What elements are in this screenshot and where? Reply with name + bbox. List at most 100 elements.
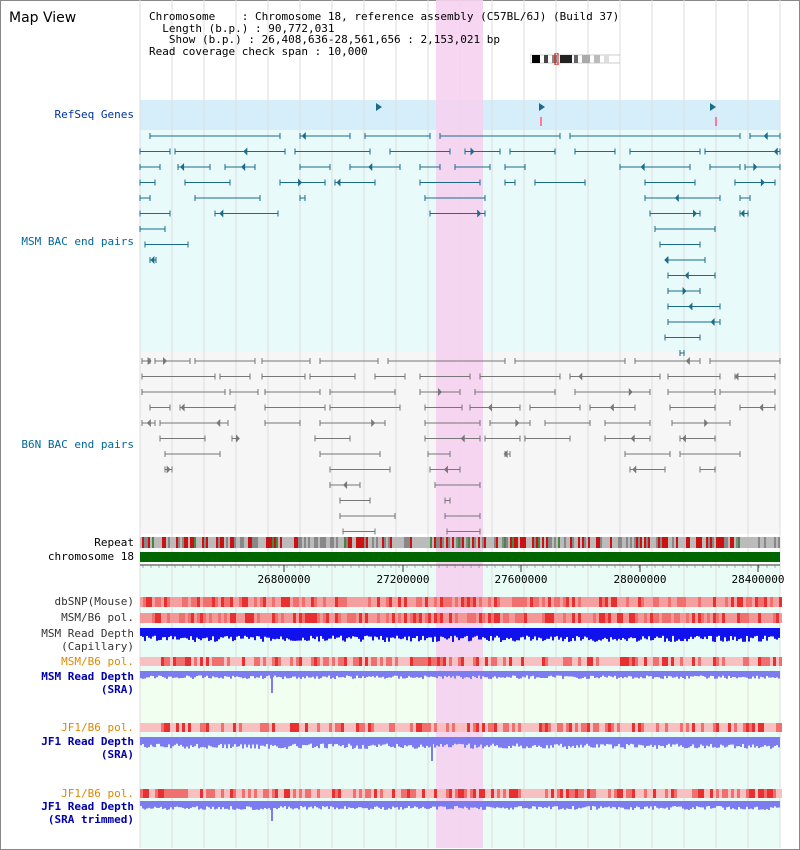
msm-capillary-depth — [596, 628, 598, 642]
jf1-sra-depth — [214, 737, 216, 748]
jf1-trimmed-depth — [582, 801, 584, 808]
jf1-pol-bar — [389, 723, 392, 732]
dbsnp-bar — [545, 597, 548, 607]
msm-pol-bar — [140, 613, 143, 623]
jf1-pol-trimmed-label[interactable]: JF1/B6 pol. — [61, 787, 134, 800]
dbsnp-bar — [323, 597, 326, 607]
jf1-pol-bar — [596, 723, 599, 732]
highlight-region — [436, 0, 483, 848]
msm-read-depth-sra-label[interactable]: MSM Read Depth — [41, 670, 134, 683]
msm-pol-sra-label[interactable]: MSM/B6 pol. — [61, 655, 134, 668]
jf1-pol-trimmed-bar — [167, 789, 170, 798]
jf1-pol-label[interactable]: JF1/B6 pol. — [61, 721, 134, 734]
msm-pol-bar — [722, 613, 725, 623]
chromosome-track-label[interactable]: chromosome 18 — [47, 550, 134, 563]
msm-pol-bar — [176, 613, 179, 623]
jf1-sra-depth — [622, 737, 624, 748]
jf1-sra-depth — [154, 737, 156, 748]
jf1-sra-depth — [514, 737, 516, 747]
dbsnp-bar — [713, 597, 716, 607]
jf1-pol-trimmed-bar — [512, 789, 515, 798]
repeat-segment — [418, 537, 420, 548]
msm-capillary-depth — [488, 628, 490, 641]
jf1-sra-depth — [376, 737, 378, 748]
msm-sra-depth — [766, 671, 768, 677]
jf1-pol-bar — [464, 723, 467, 732]
jf1-read-depth-trimmed-label[interactable]: JF1 Read Depth — [41, 800, 134, 813]
jf1-pol-trimmed-bar — [614, 789, 617, 798]
msm-capillary-depth — [484, 628, 486, 639]
jf1-sra-depth — [174, 737, 176, 745]
jf1-pol-trimmed-bar — [182, 789, 185, 798]
jf1-trimmed-depth — [274, 801, 276, 808]
b6n-bac-label[interactable]: B6N BAC end pairs — [21, 438, 134, 451]
jf1-trimmed-depth — [480, 801, 482, 808]
msm-pol-sra-bar — [587, 657, 590, 666]
jf1-trimmed-depth — [154, 801, 156, 807]
dbsnp-label[interactable]: dbSNP(Mouse) — [54, 595, 134, 608]
msm-sra-depth — [738, 671, 740, 678]
msm-sra-depth — [554, 671, 556, 678]
jf1-pol-trimmed-bar — [647, 789, 650, 798]
repeat-segment — [408, 537, 410, 548]
jf1-trimmed-depth — [336, 801, 338, 808]
msm-pol-bar — [764, 613, 767, 623]
msm-pol-label[interactable]: MSM/B6 pol. — [61, 611, 134, 624]
msm-sra-depth — [686, 671, 688, 677]
b6n-bac-pair — [681, 434, 686, 443]
msm-bac-label[interactable]: MSM BAC end pairs — [21, 235, 134, 248]
msm-sra-depth — [520, 671, 522, 679]
msm-sra-depth — [672, 671, 674, 678]
jf1-sra-depth — [566, 737, 568, 749]
msm-capillary-depth — [486, 628, 488, 640]
msm-sra-depth — [712, 671, 714, 677]
repeat-segment — [444, 537, 446, 548]
msm-capillary-depth — [178, 628, 180, 640]
b6n-bac-pair — [147, 357, 152, 365]
jf1-trimmed-depth — [280, 801, 282, 807]
msm-sra-depth — [378, 671, 380, 678]
msm-sra-depth — [154, 671, 156, 679]
repeat-segment — [436, 537, 438, 548]
msm-capillary-depth — [198, 628, 200, 639]
jf1-pol-bar — [455, 723, 458, 732]
msm-capillary-depth — [498, 628, 500, 638]
jf1-pol-trimmed-bar — [305, 789, 308, 798]
msm-sra-depth — [716, 671, 718, 679]
repeat-segment — [316, 537, 318, 548]
msm-capillary-depth — [334, 628, 336, 639]
jf1-pol-trimmed-bar — [140, 789, 143, 798]
msm-read-depth-capillary-label[interactable]: MSM Read Depth — [41, 627, 134, 640]
repeat-segment — [706, 537, 708, 548]
jf1-sra-depth — [458, 737, 460, 744]
refseq-genes-label[interactable]: RefSeq Genes — [54, 108, 134, 121]
repeat-label[interactable]: Repeat — [94, 536, 134, 549]
msm-capillary-depth — [624, 628, 626, 640]
jf1-pol-trimmed-bar — [728, 789, 731, 798]
jf1-sra-depth — [552, 737, 554, 748]
jf1-sra-depth — [366, 737, 368, 749]
msm-pol-sra-bar — [530, 657, 533, 666]
jf1-pol-trimmed-bar — [200, 789, 203, 798]
repeat-segment — [208, 537, 210, 548]
repeat-segment — [214, 537, 216, 548]
jf1-read-depth-sra-label[interactable]: JF1 Read Depth — [41, 735, 134, 748]
msm-capillary-depth — [654, 628, 656, 639]
msm-capillary-depth — [512, 628, 514, 641]
dbsnp-bar — [662, 597, 665, 607]
jf1-pol-bar — [722, 723, 725, 732]
dbsnp-bar — [245, 597, 248, 607]
repeat-segment — [326, 537, 328, 548]
repeat-segment — [246, 537, 248, 548]
jf1-pol-bar — [311, 723, 314, 732]
repeat-segment — [532, 537, 534, 548]
msm-sra-depth — [480, 671, 482, 679]
repeat-segment — [700, 537, 702, 548]
length-key: Length (b.p.) — [162, 21, 249, 35]
msm-sra-depth — [180, 671, 182, 679]
msm-pol-sra-bar — [716, 657, 719, 666]
jf1-sra-depth — [292, 737, 294, 745]
jf1-read-depth-sra-sub: (SRA) — [100, 748, 134, 761]
msm-sra-depth — [292, 671, 294, 677]
repeat-segment — [608, 537, 610, 548]
